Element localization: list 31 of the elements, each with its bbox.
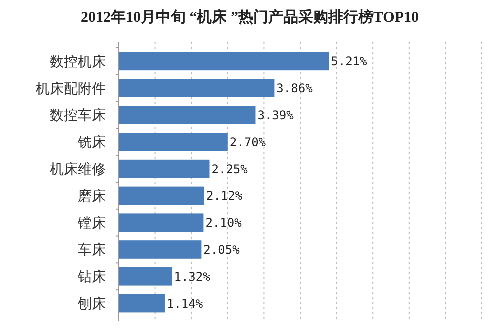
bar <box>119 52 330 71</box>
data-label: 2.05% <box>204 242 241 257</box>
y-tick-label: 数控车床 <box>50 108 106 124</box>
data-label: 1.14% <box>166 296 204 311</box>
bar <box>119 294 165 313</box>
y-tick-label: 磨床 <box>78 188 106 205</box>
bar <box>119 186 205 206</box>
bar <box>119 268 172 286</box>
bar <box>119 214 204 232</box>
bar <box>119 79 275 98</box>
data-label: 2.25% <box>212 162 249 176</box>
data-label: 5.21% <box>331 54 368 69</box>
y-tick-label: 钻床 <box>77 270 106 286</box>
bar <box>119 160 210 178</box>
data-label: 1.32% <box>174 270 212 284</box>
y-tick-label: 车床 <box>78 242 106 259</box>
chart-title: 2012年10月中旬 “机床 ”热门产品采购排行榜TOP10 <box>80 8 420 26</box>
y-tick-label: 机床维修 <box>50 162 106 178</box>
y-tick-label: 镗床 <box>77 216 106 232</box>
y-tick-label: 机床配附件 <box>36 81 106 98</box>
bar <box>119 133 228 152</box>
data-label: 2.70% <box>230 135 267 150</box>
data-label: 3.39% <box>258 108 295 122</box>
y-tick-label: 数控机床 <box>50 54 106 70</box>
y-tick-label: 铣床 <box>77 135 106 152</box>
bar <box>119 240 202 259</box>
data-label: 2.12% <box>206 189 244 204</box>
bar <box>119 106 256 124</box>
data-label: 2.10% <box>206 216 243 230</box>
data-label: 3.86% <box>276 82 314 96</box>
y-tick-label: 刨床 <box>77 296 106 312</box>
